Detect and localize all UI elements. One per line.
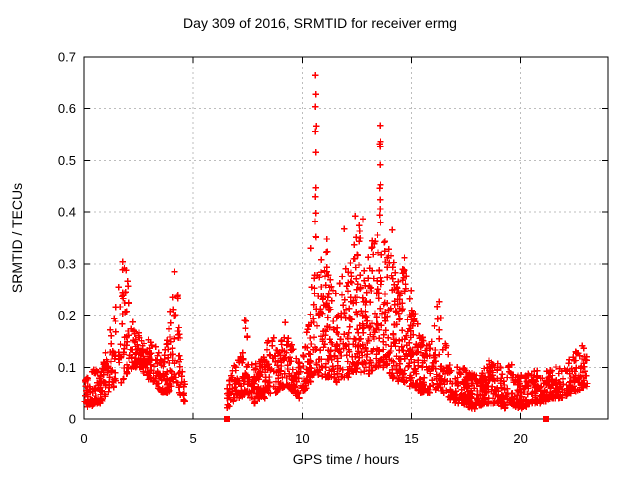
x-tick-label: 15 xyxy=(404,431,418,446)
x-tick-label: 20 xyxy=(513,431,527,446)
y-tick-label: 0.5 xyxy=(58,153,76,168)
x-tick-label: 5 xyxy=(190,431,197,446)
scatter-points xyxy=(81,71,591,412)
plot-border xyxy=(83,56,609,420)
x-axis-label: GPS time / hours xyxy=(292,451,400,467)
square-marker xyxy=(542,416,549,422)
y-tick-label: 0.2 xyxy=(58,308,76,323)
y-tick-label: 0.4 xyxy=(58,205,76,220)
x-tick-label: 10 xyxy=(295,431,309,446)
y-tick-label: 0.1 xyxy=(58,360,76,375)
y-tick-label: 0 xyxy=(69,412,76,427)
y-tick-label: 0.3 xyxy=(58,256,76,271)
y-tick-label: 0.6 xyxy=(58,101,76,116)
chart-title: Day 309 of 2016, SRMTID for receiver erm… xyxy=(183,15,457,31)
y-tick-label: 0.7 xyxy=(58,50,76,65)
x-tick-label: 0 xyxy=(80,431,87,446)
square-marker xyxy=(224,416,231,422)
